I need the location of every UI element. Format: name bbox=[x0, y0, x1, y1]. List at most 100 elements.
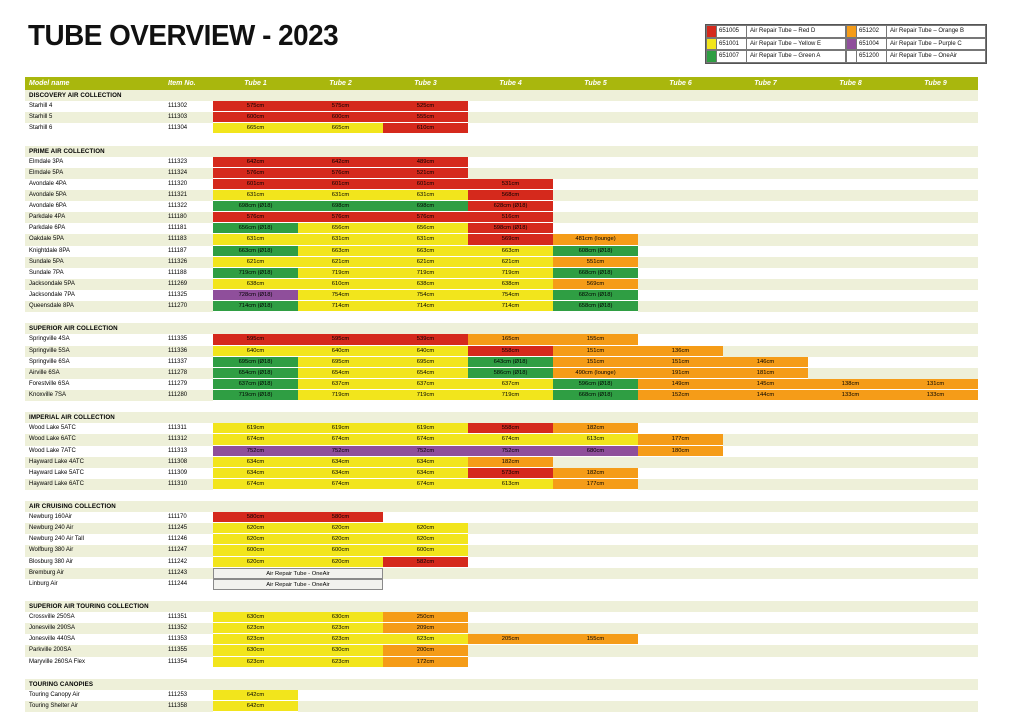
model-name-cell: Elmdale 3PA bbox=[29, 158, 64, 165]
tube-cell: 619cm bbox=[383, 423, 468, 435]
legend-item: 651007 Air Repair Tube – Green A bbox=[706, 50, 846, 63]
tube-cell: 631cm bbox=[213, 189, 298, 202]
tube-cell: 658cm (Ø18) bbox=[553, 301, 638, 313]
item-no-cell: 111326 bbox=[168, 258, 188, 265]
tube-cell: 180cm bbox=[638, 445, 723, 457]
tube-cell: 133cm bbox=[808, 389, 893, 402]
empty-tube-cell bbox=[893, 101, 978, 112]
model-name-cell: Queensdale 8PA bbox=[29, 303, 74, 310]
tube-cell: 663cm bbox=[383, 245, 468, 257]
empty-tube-cell bbox=[808, 257, 893, 268]
legend-item-code: 651004 bbox=[857, 38, 887, 50]
tube-cell: 539cm bbox=[383, 334, 468, 346]
table-row: Touring Shelter Air 111358 642cm bbox=[25, 701, 978, 713]
item-no-cell: 111358 bbox=[168, 703, 188, 710]
item-no-cell: 111355 bbox=[168, 647, 188, 654]
empty-tube-cell bbox=[638, 623, 723, 634]
legend-item-label: Air Repair Tube – Purple C bbox=[890, 40, 962, 47]
table-row: Bremburg Air 111243 Air Repair Tube - OneA… bbox=[25, 567, 978, 579]
empty-tube-cell bbox=[638, 479, 723, 490]
tube-cell: 631cm bbox=[383, 234, 468, 246]
empty-tube-cell bbox=[893, 257, 978, 268]
tube-cell: 665cm bbox=[298, 123, 383, 135]
empty-tube-cell bbox=[638, 123, 723, 134]
tube-cell: 630cm bbox=[298, 612, 383, 624]
empty-tube-cell bbox=[553, 157, 638, 168]
empty-tube-cell bbox=[893, 690, 978, 701]
tube-cell: 620cm bbox=[213, 534, 298, 546]
empty-tube-cell bbox=[468, 101, 553, 112]
tube-cell: 668cm (Ø18) bbox=[553, 389, 638, 402]
tube-cell: 620cm bbox=[213, 523, 298, 535]
tube-cell: 680cm bbox=[553, 445, 638, 457]
tube-cell: 623cm bbox=[298, 623, 383, 635]
section-gap bbox=[25, 590, 978, 601]
tube-cell: 642cm bbox=[213, 701, 298, 713]
empty-tube-cell bbox=[638, 579, 723, 590]
tube-cell: 631cm bbox=[213, 234, 298, 246]
tube-cell: 620cm bbox=[213, 556, 298, 568]
empty-tube-cell bbox=[893, 457, 978, 468]
tube-cell: 674cm bbox=[468, 434, 553, 446]
item-no-cell: 111324 bbox=[168, 169, 188, 176]
table-row: Hayward Lake 6ATC 111310 674cm 674cm 674cm 61… bbox=[25, 478, 978, 490]
empty-tube-cell bbox=[893, 112, 978, 123]
empty-tube-cell bbox=[383, 690, 468, 701]
legend-item: 651202 Air Repair Tube – Orange B bbox=[846, 25, 986, 38]
empty-tube-cell bbox=[808, 457, 893, 468]
tube-cell: 131cm bbox=[893, 378, 978, 390]
table-row: Blosburg 380 Air 111242 620cm 620cm 582cm bbox=[25, 556, 978, 568]
tube-cell: 600cm bbox=[298, 545, 383, 557]
empty-tube-cell bbox=[638, 257, 723, 268]
model-name-cell: Touring Canopy Air bbox=[29, 691, 80, 698]
model-name-cell: Wood Lake 6ATC bbox=[29, 436, 76, 443]
empty-tube-cell bbox=[553, 545, 638, 556]
empty-tube-cell bbox=[808, 157, 893, 168]
column-header-tube-1: Tube 1 bbox=[244, 80, 267, 87]
tube-cell: 489cm bbox=[383, 156, 468, 168]
model-name-cell: Hayward Lake 4ATC bbox=[29, 458, 84, 465]
empty-tube-cell bbox=[383, 512, 468, 523]
tube-cell: 637cm bbox=[383, 378, 468, 390]
empty-tube-cell bbox=[893, 334, 978, 345]
empty-tube-cell bbox=[553, 179, 638, 190]
model-name-cell: Sundale 5PA bbox=[29, 258, 64, 265]
item-no-cell: 111320 bbox=[168, 180, 188, 187]
model-name-cell: Hayward Lake 5ATC bbox=[29, 469, 84, 476]
tube-cell: 608cm (Ø18) bbox=[553, 245, 638, 257]
tube-cell: 600cm bbox=[213, 112, 298, 124]
tube-cell: 634cm bbox=[383, 467, 468, 479]
tube-cell: 714cm bbox=[468, 301, 553, 313]
tube-cell: 576cm bbox=[298, 167, 383, 179]
section-header: IMPERIAL AIR COLLECTION bbox=[25, 412, 978, 424]
tube-cell: 719cm bbox=[468, 389, 553, 402]
tube-cell: 133cm bbox=[893, 389, 978, 402]
tube-cell: 621cm bbox=[213, 256, 298, 268]
empty-tube-cell bbox=[553, 457, 638, 468]
tube-cell: 752cm bbox=[383, 445, 468, 457]
empty-tube-cell bbox=[553, 223, 638, 234]
tube-cell: 674cm bbox=[298, 478, 383, 490]
model-name-cell: Starhill 6 bbox=[29, 125, 53, 132]
tube-cell: 754cm bbox=[468, 289, 553, 302]
legend: 651005 Air Repair Tube – Red D 651001 Air R… bbox=[705, 24, 987, 64]
tube-cell: 674cm bbox=[298, 434, 383, 446]
empty-tube-cell bbox=[638, 212, 723, 223]
empty-tube-cell bbox=[638, 268, 723, 279]
tube-cell: 656cm bbox=[298, 223, 383, 235]
empty-tube-cell bbox=[468, 557, 553, 568]
tube-cell: Air Repair Tube - OneAir bbox=[213, 567, 383, 579]
empty-tube-cell bbox=[808, 346, 893, 357]
legend-item: 651001 Air Repair Tube – Yellow E bbox=[706, 37, 846, 51]
empty-tube-cell bbox=[808, 468, 893, 479]
empty-tube-cell bbox=[723, 246, 808, 257]
empty-tube-cell bbox=[893, 223, 978, 234]
empty-tube-cell bbox=[893, 545, 978, 556]
empty-tube-cell bbox=[808, 623, 893, 634]
tube-cell: 631cm bbox=[383, 189, 468, 202]
model-name-cell: Parkdale 6PA bbox=[29, 225, 66, 232]
model-name-cell: Elmdale 5PA bbox=[29, 169, 64, 176]
tube-table: Model name Item No. Tube 1 Tube 2 Tube 3… bbox=[25, 77, 978, 713]
tube-cell: 714cm bbox=[383, 301, 468, 313]
item-no-cell: 111311 bbox=[168, 425, 187, 432]
